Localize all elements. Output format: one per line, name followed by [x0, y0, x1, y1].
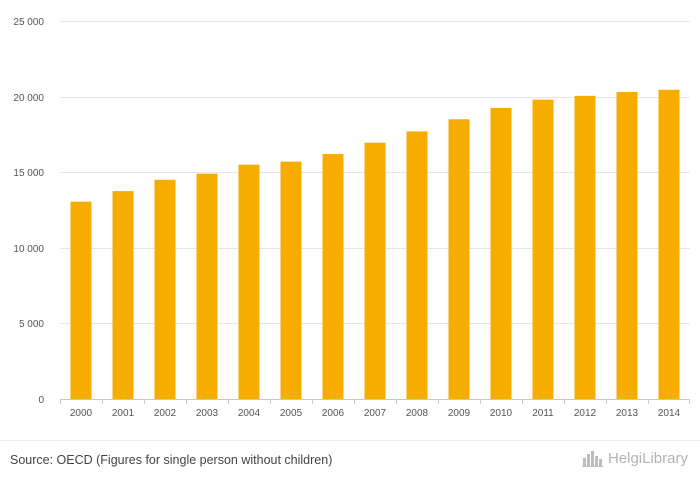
- bar-2006[interactable]: [322, 154, 344, 399]
- city-skyline-icon: [581, 450, 603, 467]
- bar-2003[interactable]: [196, 173, 218, 399]
- x-tick-label: 2010: [490, 408, 513, 419]
- x-tick-label: 2011: [532, 408, 554, 419]
- x-tick-label: 2008: [406, 408, 429, 419]
- x-tick-label: 2001: [112, 408, 135, 419]
- x-tick-label: 2003: [196, 408, 219, 419]
- bar-2012[interactable]: [574, 95, 596, 399]
- y-tick-label: 5 000: [19, 319, 44, 330]
- x-tick-label: 2006: [322, 408, 345, 419]
- x-axis: 2000 2001 2002 2003 2004 2005 2006 2007 2008 2009…: [60, 399, 690, 419]
- x-tick-label: 2004: [238, 408, 261, 419]
- bar-2002[interactable]: [154, 179, 176, 399]
- x-tick-label: 2012: [574, 408, 597, 419]
- bar-2000[interactable]: [70, 201, 92, 399]
- bar-2008[interactable]: [406, 131, 428, 399]
- y-tick-label: 10 000: [13, 244, 44, 255]
- y-tick-label: 25 000: [13, 17, 44, 28]
- chart-footer: Source: OECD (Figures for single person …: [0, 440, 700, 483]
- bar-2007[interactable]: [364, 142, 386, 399]
- y-axis: 0 5 000 10 000 15 000 20 000 25 000: [13, 17, 44, 406]
- bar-2004[interactable]: [238, 164, 260, 399]
- bar-2014[interactable]: [658, 89, 680, 400]
- x-tick-label: 2007: [364, 408, 387, 419]
- bar-2001[interactable]: [112, 191, 134, 399]
- y-tick-label: 0: [38, 395, 44, 406]
- x-tick-label: 2014: [658, 408, 681, 419]
- helgi-library-logo: HelgiLibrary: [581, 450, 688, 467]
- x-tick-label: 2005: [280, 408, 303, 419]
- bar-2010[interactable]: [490, 107, 512, 399]
- bar-2011[interactable]: [532, 99, 554, 400]
- bar-2009[interactable]: [448, 119, 470, 399]
- bar-2013[interactable]: [616, 92, 638, 399]
- bar-2005[interactable]: [280, 161, 302, 399]
- x-tick-label: 2009: [448, 408, 471, 419]
- bars: [70, 89, 680, 400]
- logo-text: HelgiLibrary: [607, 450, 688, 467]
- y-tick-label: 20 000: [13, 93, 44, 104]
- x-tick-label: 2002: [154, 408, 177, 419]
- x-tick-label: 2013: [616, 408, 639, 419]
- source-note: Source: OECD (Figures for single person …: [10, 453, 333, 467]
- y-tick-label: 15 000: [13, 168, 44, 179]
- x-tick-label: 2000: [70, 408, 93, 419]
